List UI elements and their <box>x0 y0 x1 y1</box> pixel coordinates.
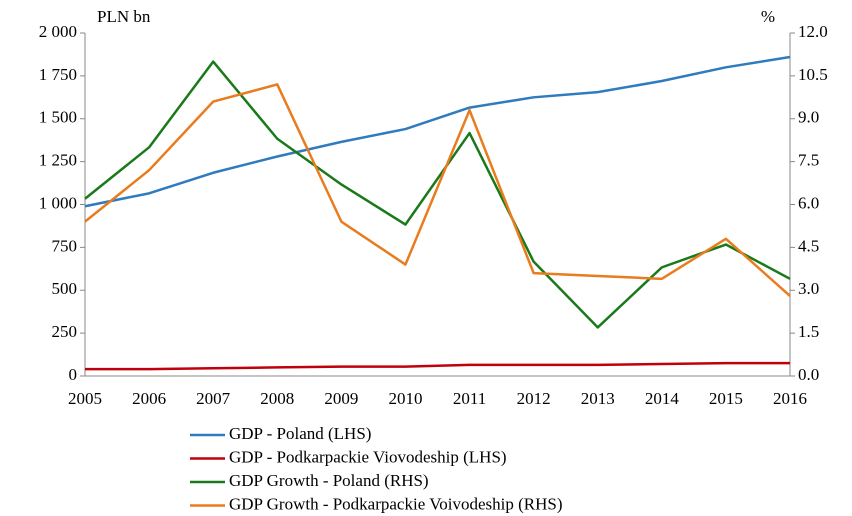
x-tick-label: 2015 <box>709 389 743 408</box>
y-tick-label: 1 250 <box>39 151 77 170</box>
x-tick-label: 2011 <box>453 389 486 408</box>
y2-tick-label: 4.5 <box>798 236 819 255</box>
x-tick-label: 2010 <box>388 389 422 408</box>
y-tick-label: 1 000 <box>39 193 77 212</box>
y-tick-label: 1 750 <box>39 65 77 84</box>
x-tick-label: 2008 <box>260 389 294 408</box>
legend-label: GDP Growth - Podkarpackie Voivodeship (R… <box>229 494 563 513</box>
y-tick-label: 0 <box>69 365 78 384</box>
x-tick-label: 2006 <box>132 389 166 408</box>
x-tick-label: 2016 <box>773 389 807 408</box>
y-tick-label: 500 <box>52 279 78 298</box>
x-tick-label: 2013 <box>581 389 615 408</box>
y-tick-label: 2 000 <box>39 22 77 41</box>
y2-tick-label: 0.0 <box>798 365 819 384</box>
x-tick-label: 2012 <box>517 389 551 408</box>
y2-tick-label: 3.0 <box>798 279 819 298</box>
x-tick-label: 2014 <box>645 389 680 408</box>
series-line <box>85 361 790 371</box>
y2-tick-label: 9.0 <box>798 108 819 127</box>
series-line <box>84 55 791 208</box>
legend-label: GDP - Podkarpackie Viovodeship (LHS) <box>229 447 507 466</box>
y2-tick-label: 1.5 <box>798 322 819 341</box>
series-line <box>84 83 791 297</box>
y-tick-label: 250 <box>52 322 78 341</box>
x-tick-label: 2005 <box>68 389 102 408</box>
y2-tick-label: 7.5 <box>798 151 819 170</box>
legend-label: GDP - Poland (LHS) <box>229 424 371 443</box>
y-tick-label: 1 500 <box>39 108 77 127</box>
y2-tick-label: 10.5 <box>798 65 828 84</box>
legend-label: GDP Growth - Poland (RHS) <box>229 471 429 490</box>
y2-axis-label: % <box>761 7 775 26</box>
y-axis-label: PLN bn <box>97 7 151 26</box>
series-line <box>84 60 791 329</box>
y2-tick-label: 6.0 <box>798 193 819 212</box>
x-tick-label: 2007 <box>196 389 231 408</box>
y-tick-label: 750 <box>52 236 78 255</box>
x-tick-label: 2009 <box>324 389 358 408</box>
y2-tick-label: 12.0 <box>798 22 828 41</box>
